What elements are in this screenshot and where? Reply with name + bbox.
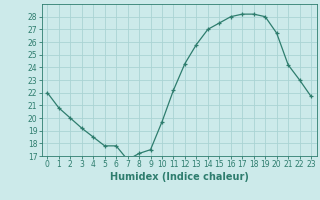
X-axis label: Humidex (Indice chaleur): Humidex (Indice chaleur) xyxy=(110,172,249,182)
